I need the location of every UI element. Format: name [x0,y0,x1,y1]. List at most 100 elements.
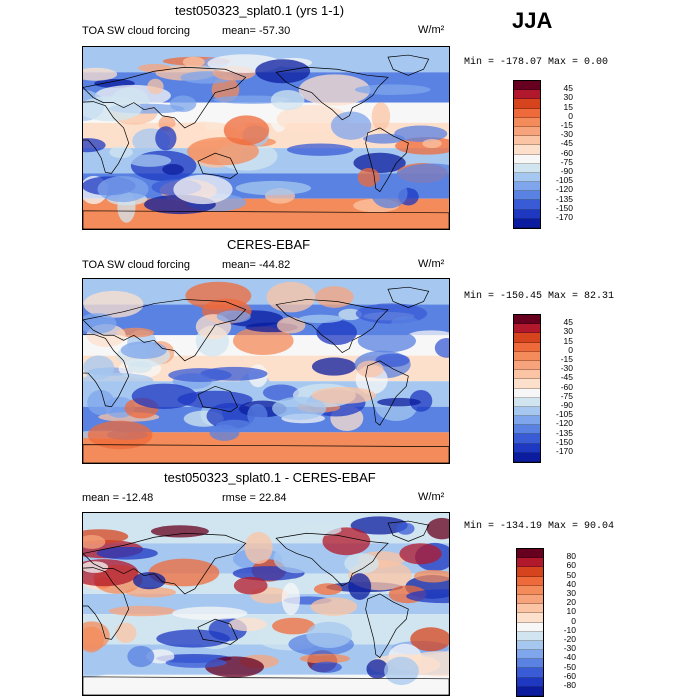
colorbar-swatch [514,126,540,137]
colorbar-swatch [517,604,543,614]
mean-label: mean= -57.30 [222,25,291,37]
colorbar-tick-label: -20 [563,634,576,644]
colorbar-tick-label: -30 [560,129,573,140]
colorbar-tick-label: 30 [566,588,576,598]
colorbar-tick-label: -30 [560,363,573,374]
colorbar-tick-label: -150 [555,436,573,447]
colorbar-swatches [516,548,544,697]
colorbar-swatch [514,191,540,201]
min-max-label: Min = -150.45 Max = 82.31 [464,291,615,302]
colorbar-swatch [517,668,543,678]
colorbar-swatch [514,136,540,146]
colorbar-swatch [514,182,540,192]
colorbar-tick-label: 40 [566,578,576,589]
variable-label: TOA SW cloud forcing [82,259,191,271]
colorbar-tick-label: -150 [555,202,573,213]
colorbar-swatch [514,324,540,334]
colorbar-tick-label: -170 [555,212,573,222]
colorbar-tick-label: 0 [568,344,573,355]
colorbar-tick-label: -170 [555,446,573,456]
colorbar-swatch [514,145,540,155]
map-field [83,47,449,229]
map-observations [82,278,450,464]
colorbar-swatch [517,650,543,660]
colorbar-swatch [517,567,543,577]
colorbar-tick-label: -120 [555,418,573,429]
panel-title: CERES-EBAF [227,237,311,252]
colorbar-swatch [514,108,540,118]
colorbar-tick-label: -45 [560,138,573,149]
mean-label: mean = -12.48 [82,492,154,504]
colorbar-tick-label: -105 [555,175,573,186]
colorbar-tick-label: 0 [571,615,576,626]
colorbar-tick-label: 80 [566,551,576,562]
colorbar-swatch [517,549,543,559]
units-label: W/m² [418,24,445,36]
colorbar-swatch [514,81,540,91]
colorbar-swatch [517,594,543,605]
colorbar-tick-label: 30 [563,326,573,337]
colorbar-swatch [517,686,543,696]
colorbar-tick-label: 45 [563,83,573,94]
colorbar-swatches [513,80,541,229]
min-max-label: Min = -134.19 Max = 90.04 [464,521,615,532]
colorbar-tick-label: -60 [560,147,573,158]
season-label: JJA [512,8,553,33]
colorbar-tick-label: -15 [560,120,573,130]
min-max-label: Min = -178.07 Max = 0.00 [464,57,609,68]
colorbar-swatch [514,342,540,352]
variable-label: TOA SW cloud forcing [82,25,191,37]
colorbar-tick-label: -90 [560,400,573,410]
colorbar-swatch [517,659,543,669]
colorbar-tick-label: -75 [560,390,573,401]
colorbar-tick-label: -10 [563,624,576,635]
colorbar-swatch [514,333,540,343]
map-model [82,46,450,230]
panel-title: test050323_splat0.1 (yrs 1-1) [175,3,345,18]
colorbar-swatch [514,388,540,398]
colorbar-swatch [514,370,540,380]
colorbar-swatch [514,425,540,435]
colorbar-swatch [517,558,543,568]
colorbar-tick-label: -120 [555,184,573,195]
colorbar-tick-label: -135 [555,427,573,438]
colorbar-tick-label: 50 [566,569,576,580]
colorbar-swatch [514,416,540,426]
map-field [83,513,449,695]
colorbar-swatch [517,576,543,586]
colorbar-swatch [514,315,540,325]
colorbar-swatch [514,360,540,371]
colorbar-swatch [514,434,540,444]
colorbar-swatches [513,314,541,463]
colorbar-tick-label: -80 [563,680,576,690]
colorbar-swatch [517,631,543,641]
colorbar-swatch [514,379,540,389]
colorbar-swatch [517,585,543,595]
colorbar-swatch [514,154,540,164]
colorbar-swatch [514,172,540,183]
colorbar-tick-label: -60 [563,670,576,681]
colorbar-tick-label: -50 [563,661,576,672]
colorbar-tick-label: -45 [560,372,573,383]
colorbar-tick-label: -90 [560,166,573,176]
colorbar-tick-label: -135 [555,193,573,204]
colorbar-tick-label: -60 [560,381,573,392]
colorbar-swatch [514,351,540,361]
colorbar-tick-label: 60 [566,560,576,571]
colorbar-tick-label: 0 [568,110,573,121]
colorbar-tick-label: -30 [563,643,576,654]
colorbar-swatch [517,640,543,651]
colorbar-tick-label: 30 [563,92,573,103]
mean-label: mean= -44.82 [222,259,291,271]
colorbar-tick-label: 15 [563,101,573,112]
colorbar-swatch [514,209,540,219]
colorbar-tick-label: 20 [566,597,576,608]
map-difference [82,512,450,696]
colorbar-swatch [514,218,540,228]
colorbar-tick-label: 10 [566,606,576,617]
map-field [83,279,449,463]
colorbar-tick-label: -40 [563,652,576,663]
colorbar-tick-label: 15 [563,335,573,346]
colorbar-swatch [514,163,540,173]
colorbar-swatch [514,443,540,453]
